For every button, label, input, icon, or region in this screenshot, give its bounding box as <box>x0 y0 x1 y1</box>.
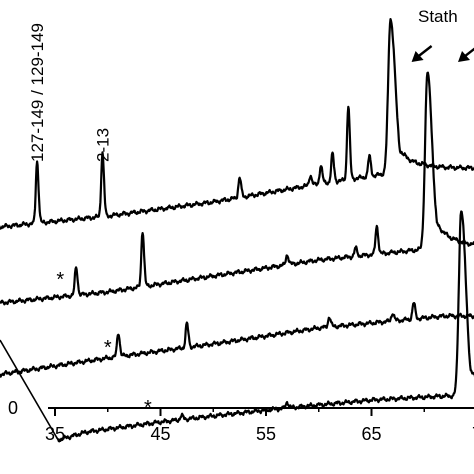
traces-layer <box>0 18 474 443</box>
star-marker: * <box>56 269 64 291</box>
trace-4 <box>57 210 474 443</box>
annotation-layer: Stath 127-149 / 129-149 2-13 * * * <box>28 7 474 419</box>
x-tick-label: 35 <box>45 424 65 444</box>
x-tick-label: 65 <box>361 424 381 444</box>
x-tick-label: 55 <box>256 424 276 444</box>
x-axis: 35 45 55 65 7 0 <box>8 398 474 444</box>
star-marker: * <box>144 397 152 419</box>
header-partial-text: Stath <box>418 7 458 26</box>
trace-2 <box>0 71 474 306</box>
peak-label: 127-149 / 129-149 <box>28 23 47 162</box>
x-tick-label: 45 <box>150 424 170 444</box>
pointer-arrow <box>458 47 474 62</box>
trace-3 <box>0 302 474 378</box>
star-marker: * <box>104 337 112 359</box>
peak-label: 2-13 <box>93 128 112 162</box>
trace-1 <box>0 18 474 230</box>
x-tick-label: 7 <box>472 424 474 444</box>
pointer-arrow <box>411 45 433 62</box>
offset-guide-line <box>0 339 59 441</box>
y-tick-label: 0 <box>8 398 18 418</box>
